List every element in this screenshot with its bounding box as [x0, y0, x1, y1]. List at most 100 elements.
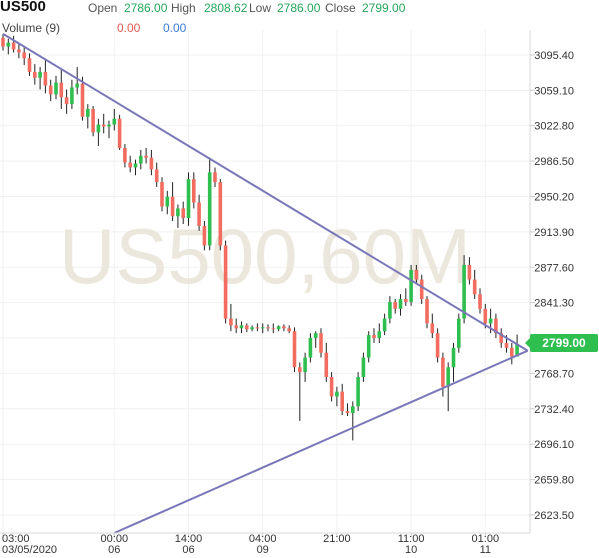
- candle[interactable]: [388, 296, 392, 324]
- candle[interactable]: [75, 67, 79, 95]
- candle[interactable]: [319, 328, 323, 358]
- candle[interactable]: [33, 64, 37, 85]
- candle[interactable]: [351, 401, 355, 441]
- candle[interactable]: [197, 194, 201, 231]
- candle[interactable]: [298, 362, 302, 421]
- candle[interactable]: [266, 324, 270, 332]
- candle[interactable]: [176, 204, 180, 228]
- candle[interactable]: [202, 221, 207, 251]
- candle[interactable]: [435, 328, 440, 363]
- candle[interactable]: [329, 372, 334, 402]
- candle[interactable]: [451, 342, 456, 382]
- candle[interactable]: [207, 157, 212, 251]
- candle[interactable]: [27, 53, 32, 76]
- candle[interactable]: [287, 325, 291, 334]
- candle[interactable]: [96, 118, 101, 147]
- candle[interactable]: [324, 342, 329, 382]
- candle[interactable]: [499, 328, 503, 348]
- candle[interactable]: [123, 144, 127, 168]
- candle[interactable]: [43, 60, 48, 94]
- candle[interactable]: [430, 313, 435, 339]
- candle[interactable]: [165, 190, 170, 215]
- candle[interactable]: [414, 264, 419, 285]
- candle[interactable]: [70, 79, 74, 109]
- candle[interactable]: [313, 331, 318, 348]
- candle[interactable]: [255, 323, 260, 332]
- candle[interactable]: [472, 269, 477, 300]
- candle[interactable]: [335, 386, 339, 407]
- candle[interactable]: [101, 113, 106, 134]
- candle[interactable]: [303, 352, 307, 382]
- candle[interactable]: [282, 324, 286, 332]
- candle[interactable]: [292, 327, 297, 373]
- candle[interactable]: [366, 331, 371, 363]
- candle[interactable]: [213, 167, 217, 187]
- candle[interactable]: [398, 294, 403, 316]
- candle[interactable]: [223, 240, 228, 324]
- candle[interactable]: [17, 42, 21, 59]
- candle[interactable]: [345, 403, 350, 417]
- candle[interactable]: [377, 323, 382, 343]
- candle[interactable]: [54, 75, 58, 100]
- candle[interactable]: [409, 264, 413, 306]
- candle[interactable]: [393, 299, 397, 314]
- candle[interactable]: [107, 120, 111, 139]
- candle[interactable]: [181, 201, 185, 224]
- candle[interactable]: [128, 155, 132, 173]
- candle[interactable]: [404, 288, 408, 306]
- candle[interactable]: [457, 313, 461, 353]
- candle[interactable]: [133, 159, 138, 176]
- candle[interactable]: [170, 182, 175, 222]
- candle[interactable]: [6, 38, 11, 55]
- candle[interactable]: [48, 79, 53, 102]
- candle[interactable]: [22, 46, 26, 66]
- candle[interactable]: [239, 321, 244, 334]
- candle[interactable]: [382, 313, 387, 336]
- candle[interactable]: [1, 33, 5, 51]
- candle[interactable]: [276, 325, 281, 332]
- candle[interactable]: [234, 318, 238, 334]
- candle[interactable]: [467, 257, 472, 285]
- candle[interactable]: [245, 323, 249, 333]
- candle[interactable]: [139, 149, 143, 170]
- candle[interactable]: [356, 372, 360, 412]
- candle[interactable]: [510, 342, 514, 365]
- candle[interactable]: [218, 179, 223, 251]
- candle[interactable]: [260, 323, 265, 334]
- candle[interactable]: [86, 104, 90, 129]
- candle[interactable]: [160, 177, 164, 212]
- candle[interactable]: [144, 147, 148, 164]
- candle[interactable]: [271, 323, 276, 334]
- candle[interactable]: [91, 106, 95, 137]
- candle[interactable]: [154, 162, 159, 187]
- candle[interactable]: [515, 334, 519, 357]
- candle[interactable]: [229, 303, 233, 332]
- price-tick-label: 3022.80: [534, 121, 574, 133]
- candle[interactable]: [441, 352, 445, 397]
- candle[interactable]: [112, 108, 117, 131]
- candle-body: [351, 406, 355, 414]
- candle[interactable]: [149, 149, 154, 176]
- candle[interactable]: [38, 67, 42, 90]
- candle[interactable]: [64, 89, 69, 114]
- candle[interactable]: [419, 274, 424, 304]
- candle[interactable]: [117, 114, 122, 150]
- candle-body: [202, 225, 207, 246]
- candle[interactable]: [372, 328, 376, 343]
- candle[interactable]: [340, 383, 344, 416]
- trendline-1[interactable]: [2, 33, 529, 352]
- candle[interactable]: [308, 333, 313, 363]
- candle[interactable]: [186, 172, 191, 226]
- candle[interactable]: [59, 69, 64, 109]
- candle[interactable]: [494, 313, 498, 339]
- candle[interactable]: [425, 296, 429, 329]
- trendline-2[interactable]: [113, 349, 529, 534]
- candle[interactable]: [361, 352, 366, 382]
- candle[interactable]: [250, 325, 254, 332]
- candle[interactable]: [11, 35, 16, 53]
- candle[interactable]: [80, 76, 85, 121]
- candle[interactable]: [478, 288, 482, 314]
- candle[interactable]: [192, 172, 196, 209]
